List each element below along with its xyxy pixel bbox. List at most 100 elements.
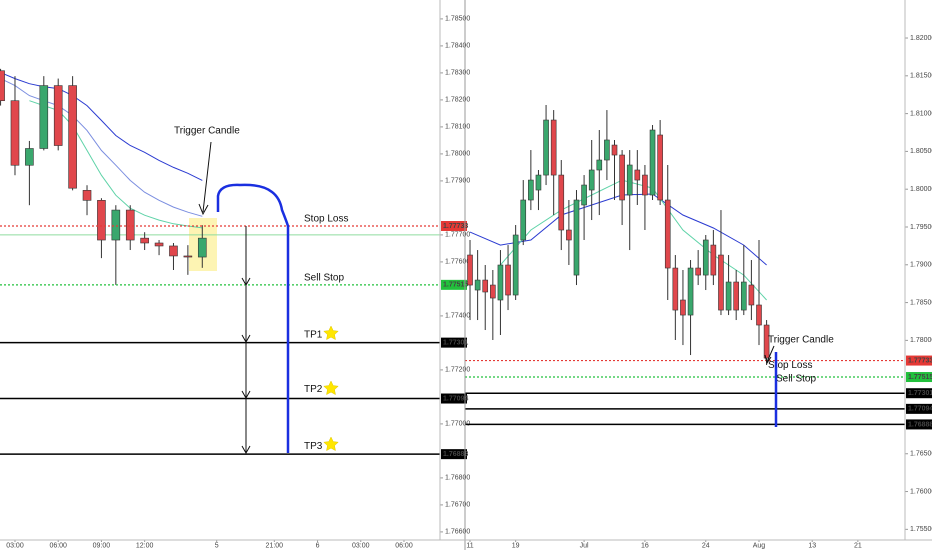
x-tick-label: 06:00 (49, 542, 67, 549)
level-tag-label: 1.76888 (443, 451, 468, 458)
candle-body (611, 144, 618, 156)
y-tick-label: 1.78100 (445, 124, 470, 131)
x-tick-label: 24 (702, 542, 710, 549)
candle-body (197, 237, 207, 258)
candle-body (125, 209, 135, 241)
candle-body (702, 239, 709, 276)
candle-body (482, 279, 489, 293)
x-tick-label: 16 (641, 542, 649, 549)
candle-body (642, 174, 648, 196)
x-tick-label: 6 (316, 542, 320, 549)
candle-body (183, 255, 193, 258)
level-tag (441, 220, 467, 231)
level-tag-label: 1.77733 (443, 223, 468, 230)
target-arrows (241, 226, 251, 455)
y-tick-label: 1.82000 (910, 35, 932, 42)
y-tick-label: 1.76500 (910, 451, 932, 458)
candle-body (528, 179, 534, 201)
candle-body (497, 264, 504, 301)
y-tick-label: 1.79000 (910, 262, 932, 269)
level-label: TP1 (304, 329, 323, 340)
candle-body (740, 281, 747, 311)
x-tick-label: 09:00 (93, 542, 111, 549)
y-tick-label: 1.78200 (445, 97, 470, 104)
x-tick-label: 11 (466, 542, 473, 549)
level-tag (441, 449, 467, 460)
candle-body (97, 200, 106, 241)
candle-body (604, 139, 610, 161)
level-tag-label: 1.77094 (443, 395, 468, 402)
y-tick-label: 1.81000 (910, 110, 932, 117)
candle-body (657, 134, 663, 201)
candle-body (680, 299, 686, 316)
candle-body (10, 100, 20, 166)
level-tag-label: 1.76888 (908, 421, 932, 428)
level-tag-label: 1.77301 (443, 339, 468, 346)
y-tick-label: 1.79500 (910, 224, 932, 231)
candle-body (725, 281, 732, 311)
star (323, 380, 339, 396)
y-tick-label: 1.77000 (445, 421, 470, 428)
candle-body (695, 267, 701, 276)
x-tick-label: 03:00 (6, 542, 24, 549)
level-tag (906, 419, 932, 430)
annotation: Trigger Candle (174, 126, 240, 137)
candle-body (718, 254, 724, 311)
y-tick-label: 1.77400 (445, 313, 470, 320)
level-tag (906, 372, 932, 383)
candle-body (672, 267, 679, 311)
candle-body (588, 169, 595, 191)
y-tick-label: 1.78300 (445, 70, 470, 77)
candle-body (520, 199, 527, 241)
candle-body (68, 85, 77, 189)
candle-body (490, 284, 496, 299)
candle-body (687, 267, 694, 316)
y-tick-label: 1.78500 (910, 299, 932, 306)
level-tag (906, 355, 932, 366)
level-tag-label: 1.77515 (908, 374, 932, 381)
candle-body (39, 85, 49, 149)
x-tick-label: 03:00 (352, 542, 370, 549)
blue-drawing (216, 183, 290, 453)
y-tick-label: 1.78400 (445, 43, 470, 50)
x-tick-label: Jul (580, 542, 589, 549)
candle-body (558, 174, 565, 231)
annotation: Trigger Candle (768, 335, 834, 346)
x-tick-label: 21 (854, 542, 862, 549)
level-tag (441, 279, 467, 290)
y-tick-label: 1.78000 (445, 151, 470, 158)
y-tick-label: 1.77700 (445, 232, 470, 239)
candle-body (566, 229, 572, 241)
level-label: Sell Stop (304, 272, 344, 283)
candle-body (111, 209, 121, 241)
candle-body (626, 164, 633, 196)
y-tick-label: 1.76700 (445, 502, 470, 509)
level-label: TP3 (304, 441, 323, 452)
candle-body (169, 245, 178, 257)
level-label: Stop Loss (304, 214, 348, 225)
level-tag (906, 403, 932, 414)
level-label: Stop Loss (768, 360, 812, 371)
candle-body (733, 281, 739, 311)
candle-body (512, 234, 519, 296)
candle-body (756, 304, 762, 326)
y-tick-label: 1.76000 (910, 488, 932, 495)
candle-body (140, 237, 149, 244)
candle-body (581, 184, 587, 206)
x-tick-label: 21:00 (266, 542, 284, 549)
candle-body (550, 119, 557, 176)
x-tick-label: Aug (753, 542, 766, 549)
candle-body (467, 254, 473, 286)
candle-body (748, 284, 755, 306)
candle-body (710, 244, 717, 276)
moving-average (0, 78, 203, 217)
y-tick-label: 1.77900 (445, 178, 470, 185)
candle-body (763, 324, 770, 359)
level-tag (906, 388, 932, 399)
candle-body (664, 199, 671, 269)
level-tag (441, 393, 467, 404)
level-tag-label: 1.77301 (908, 390, 932, 397)
candle-body (543, 119, 549, 176)
star (323, 436, 339, 452)
